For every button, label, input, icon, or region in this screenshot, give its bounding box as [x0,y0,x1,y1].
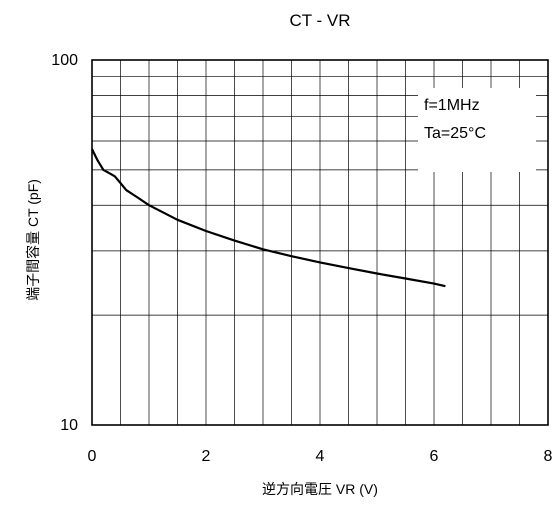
x-tick-label: 8 [544,448,553,465]
annotation-text: Ta=25°C [424,125,486,142]
x-tick-label: 6 [430,448,439,465]
y-tick-label: 10 [60,417,78,434]
x-axis-label: 逆方向電圧 VR (V) [262,481,378,497]
y-tick-label: 100 [51,52,78,69]
annotation-background [418,88,536,172]
tick-labels: 0 2 4 6 8 10 100 [51,52,552,465]
x-tick-label: 0 [88,448,97,465]
series-layer [91,148,446,288]
plot-frame [91,59,549,426]
x-tick-label: 4 [316,448,325,465]
chart-title: CT - VR [289,11,350,30]
y-axis-label: 端子間容量 CT (pF) [25,179,41,301]
x-tick-label: 2 [202,448,211,465]
series-line [91,148,446,288]
annotation-text: f=1MHz [424,97,480,114]
annotation-box: f=1MHz Ta=25°C [418,88,536,172]
